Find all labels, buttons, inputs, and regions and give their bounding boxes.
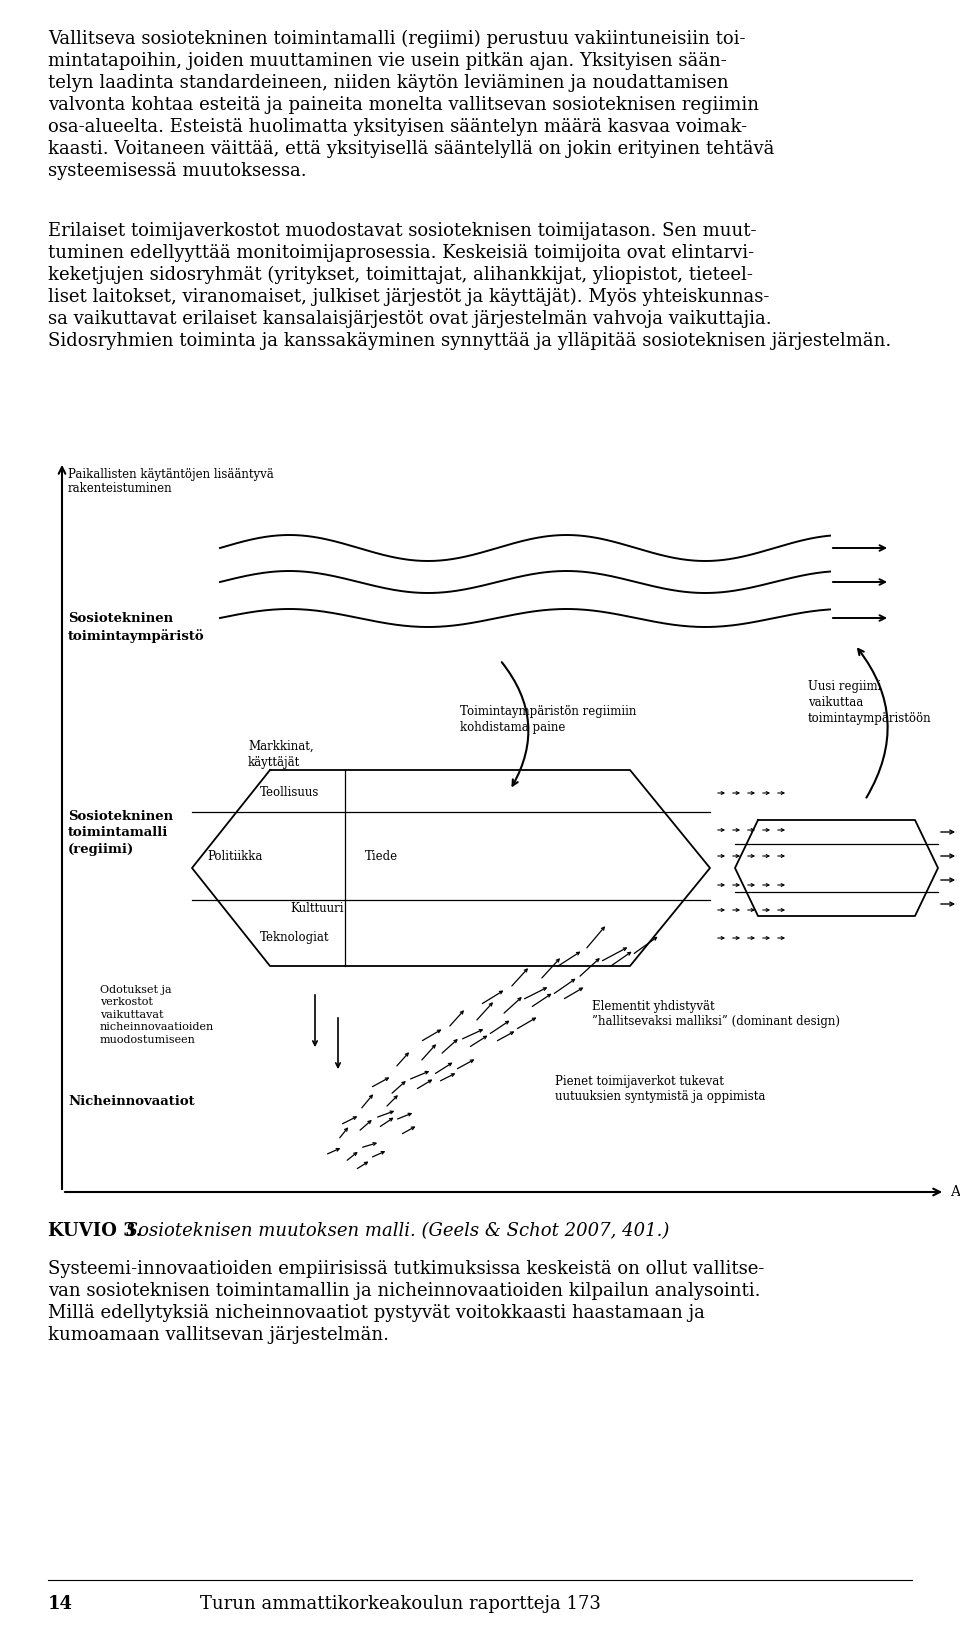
Text: Tiede: Tiede bbox=[365, 849, 398, 862]
Text: Markkinat,
käyttäjät: Markkinat, käyttäjät bbox=[248, 739, 314, 769]
Text: Sosioteknisen muutoksen malli. (Geels & Schot 2007, 401.): Sosioteknisen muutoksen malli. (Geels & … bbox=[120, 1222, 669, 1240]
Text: Pienet toimijaverkot tukevat: Pienet toimijaverkot tukevat bbox=[555, 1075, 724, 1088]
Text: Toimintaympäristön regiimiin
kohdistama paine: Toimintaympäristön regiimiin kohdistama … bbox=[460, 705, 636, 735]
Text: Teknologiat: Teknologiat bbox=[260, 931, 329, 944]
Text: Systeemi-innovaatioiden empiirisissä tutkimuksissa keskeistä on ollut vallitse-: Systeemi-innovaatioiden empiirisissä tut… bbox=[48, 1260, 764, 1278]
Text: valvonta kohtaa esteitä ja paineita monelta vallitsevan sosioteknisen regiimin: valvonta kohtaa esteitä ja paineita mone… bbox=[48, 97, 759, 115]
Text: uutuuksien syntymistä ja oppimista: uutuuksien syntymistä ja oppimista bbox=[555, 1090, 765, 1103]
Text: Millä edellytyksiä nicheinnovaatiot pystyvät voitokkaasti haastamaan ja: Millä edellytyksiä nicheinnovaatiot pyst… bbox=[48, 1304, 705, 1322]
Text: kumoamaan vallitsevan järjestelmän.: kumoamaan vallitsevan järjestelmän. bbox=[48, 1327, 389, 1345]
Text: liset laitokset, viranomaiset, julkiset järjestöt ja käyttäjät). Myös yhteiskunn: liset laitokset, viranomaiset, julkiset … bbox=[48, 288, 769, 306]
Text: rakenteistuminen: rakenteistuminen bbox=[68, 483, 173, 496]
Text: Teollisuus: Teollisuus bbox=[260, 787, 320, 800]
Text: sa vaikuttavat erilaiset kansalaisjärjestöt ovat järjestelmän vahvoja vaikuttaji: sa vaikuttavat erilaiset kansalaisjärjes… bbox=[48, 309, 772, 327]
Text: Aika: Aika bbox=[950, 1184, 960, 1199]
Text: van sosioteknisen toimintamallin ja nicheinnovaatioiden kilpailun analysointi.: van sosioteknisen toimintamallin ja nich… bbox=[48, 1283, 760, 1301]
Text: telyn laadinta standardeineen, niiden käytön leviäminen ja noudattamisen: telyn laadinta standardeineen, niiden kä… bbox=[48, 74, 729, 92]
Text: osa-alueelta. Esteistä huolimatta yksityisen sääntelyn määrä kasvaa voimak-: osa-alueelta. Esteistä huolimatta yksity… bbox=[48, 118, 747, 136]
Text: Erilaiset toimijaverkostot muodostavat sosioteknisen toimijatason. Sen muut-: Erilaiset toimijaverkostot muodostavat s… bbox=[48, 222, 756, 240]
Text: Sosiotekninen
toimintaympäristö: Sosiotekninen toimintaympäristö bbox=[68, 612, 204, 643]
Text: Kulttuuri: Kulttuuri bbox=[290, 901, 344, 915]
Text: Politiikka: Politiikka bbox=[207, 849, 262, 862]
Text: Nicheinnovaatiot: Nicheinnovaatiot bbox=[68, 1094, 195, 1108]
Text: Sosiotekninen
toimintamalli
(regiimi): Sosiotekninen toimintamalli (regiimi) bbox=[68, 810, 173, 856]
Text: kaasti. Voitaneen väittää, että yksityisellä sääntelyllä on jokin erityinen teht: kaasti. Voitaneen väittää, että yksityis… bbox=[48, 141, 775, 159]
Text: tuminen edellyyttää monitoimijaprosessia. Keskeisiä toimijoita ovat elintarvi-: tuminen edellyyttää monitoimijaprosessia… bbox=[48, 244, 755, 262]
Text: 14: 14 bbox=[48, 1595, 73, 1613]
Text: Elementit yhdistyvät: Elementit yhdistyvät bbox=[592, 1000, 714, 1013]
Text: Vallitseva sosiotekninen toimintamalli (regiimi) perustuu vakiintuneisiin toi-: Vallitseva sosiotekninen toimintamalli (… bbox=[48, 29, 746, 47]
Text: Uusi regiimi
vaikuttaa
toimintaympäristöön: Uusi regiimi vaikuttaa toimintaympäristö… bbox=[808, 681, 931, 725]
Text: Turun ammattikorkeakoulun raportteja 173: Turun ammattikorkeakoulun raportteja 173 bbox=[200, 1595, 601, 1613]
Text: mintatapoihin, joiden muuttaminen vie usein pitkän ajan. Yksityisen sään-: mintatapoihin, joiden muuttaminen vie us… bbox=[48, 52, 727, 70]
Text: KUVIO 3.: KUVIO 3. bbox=[48, 1222, 142, 1240]
Text: keketjujen sidosryhmät (yritykset, toimittajat, alihankkijat, yliopistot, tietee: keketjujen sidosryhmät (yritykset, toimi… bbox=[48, 267, 753, 285]
Text: systeemisessä muutoksessa.: systeemisessä muutoksessa. bbox=[48, 162, 306, 180]
Text: Odotukset ja
verkostot
vaikuttavat
nicheinnovaatioiden
muodostumiseen: Odotukset ja verkostot vaikuttavat niche… bbox=[100, 985, 214, 1045]
Text: ”hallitsevaksi malliksi” (dominant design): ”hallitsevaksi malliksi” (dominant desig… bbox=[592, 1014, 840, 1027]
Text: Sidosryhmien toiminta ja kanssakäyminen synnyttää ja ylläpitää sosioteknisen jär: Sidosryhmien toiminta ja kanssakäyminen … bbox=[48, 332, 891, 350]
Text: Paikallisten käytäntöjen lisääntyvä: Paikallisten käytäntöjen lisääntyvä bbox=[68, 468, 274, 481]
